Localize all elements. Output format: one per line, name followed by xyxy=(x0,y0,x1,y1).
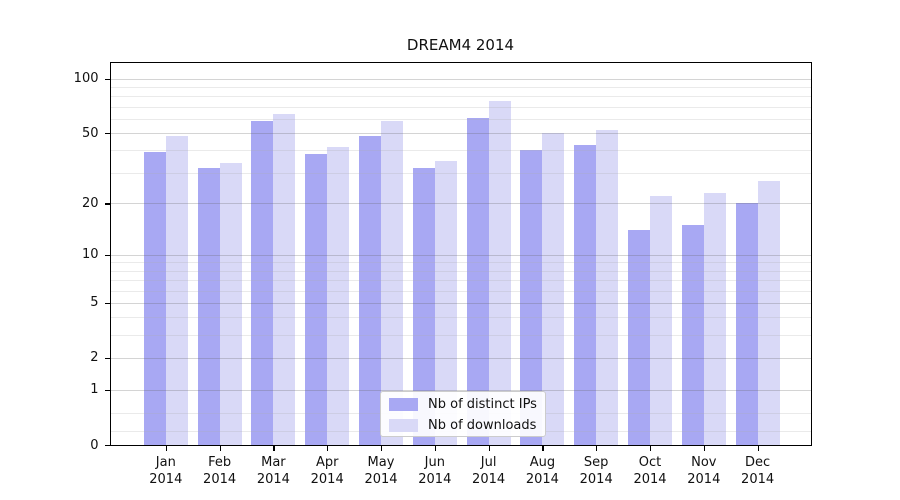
x-tick xyxy=(542,446,544,451)
x-tick-label-oct: Oct 2014 xyxy=(633,455,667,487)
x-tick-label-jan: Jan 2014 xyxy=(149,455,183,487)
x-tick-label-jul: Jul 2014 xyxy=(472,455,506,487)
y-tick xyxy=(104,203,111,205)
bar-downloads-apr xyxy=(327,146,350,445)
legend-entry-0: Nb of distinct IPs xyxy=(381,394,545,415)
minor-gridline xyxy=(110,150,811,152)
major-gridline xyxy=(110,389,811,391)
y-tick xyxy=(104,78,111,80)
y-tick-label-50: 50 xyxy=(81,125,99,141)
minor-gridline xyxy=(110,262,811,264)
legend: Nb of distinct IPs Nb of downloads xyxy=(380,391,546,437)
bar-distinct-ips-feb xyxy=(197,167,220,445)
bar-distinct-ips-jan xyxy=(143,152,166,445)
bar-distinct-ips-oct xyxy=(628,230,650,445)
y-tick xyxy=(104,302,111,304)
bar-distinct-ips-may xyxy=(359,136,381,445)
bar-downloads-nov xyxy=(703,192,726,445)
y-tick xyxy=(104,445,111,447)
y-tick xyxy=(104,389,111,392)
y-tick xyxy=(104,357,111,359)
minor-gridline xyxy=(110,334,811,336)
bar-distinct-ips-jun xyxy=(412,167,435,445)
bar-downloads-aug xyxy=(542,133,565,445)
bar-downloads-sep xyxy=(596,129,619,445)
x-tick xyxy=(650,446,652,451)
bar-downloads-may xyxy=(381,121,403,445)
bar-downloads-mar xyxy=(273,113,296,445)
bar-downloads-oct xyxy=(650,196,672,445)
major-gridline xyxy=(110,302,811,304)
bar-distinct-ips-nov xyxy=(681,224,704,445)
chart-title: DREAM4 2014 xyxy=(406,36,515,54)
y-tick-label-5: 5 xyxy=(90,295,99,311)
x-tick xyxy=(273,446,275,451)
x-tick xyxy=(703,446,705,451)
bar-downloads-feb xyxy=(219,162,242,445)
major-gridline xyxy=(110,254,811,256)
legend-entry-1: Nb of downloads xyxy=(381,415,545,436)
bar-distinct-ips-apr xyxy=(305,154,328,445)
x-tick-label-feb: Feb 2014 xyxy=(203,455,237,487)
bar-downloads-jan xyxy=(165,136,188,445)
x-tick xyxy=(434,446,436,451)
x-tick-label-mar: Mar 2014 xyxy=(256,455,290,487)
x-tick-label-sep: Sep 2014 xyxy=(579,455,613,487)
minor-gridline xyxy=(110,87,811,89)
bar-downloads-jun xyxy=(434,160,457,445)
minor-gridline xyxy=(110,317,811,319)
x-tick xyxy=(488,446,490,451)
legend-label-1: Nb of downloads xyxy=(428,418,537,433)
x-tick-label-nov: Nov 2014 xyxy=(687,455,721,487)
y-tick-label-100: 100 xyxy=(73,71,99,87)
minor-gridline xyxy=(110,279,811,281)
bar-distinct-ips-sep xyxy=(574,144,597,445)
minor-gridline xyxy=(110,172,811,174)
y-tick-label-2: 2 xyxy=(90,350,99,366)
bar-distinct-ips-mar xyxy=(251,121,274,445)
major-gridline xyxy=(110,78,811,80)
y-tick-label-10: 10 xyxy=(81,247,99,263)
legend-label-0: Nb of distinct IPs xyxy=(428,397,537,412)
y-tick xyxy=(104,254,111,256)
minor-gridline xyxy=(110,96,811,98)
x-tick xyxy=(757,446,759,451)
x-tick-label-may: May 2014 xyxy=(364,455,398,487)
major-gridline xyxy=(110,203,811,205)
x-tick xyxy=(327,446,329,451)
x-tick xyxy=(219,446,221,451)
y-tick-label-0: 0 xyxy=(90,437,99,453)
bar-distinct-ips-dec xyxy=(735,203,758,445)
bar-distinct-ips-aug xyxy=(520,150,543,445)
x-tick-label-jun: Jun 2014 xyxy=(418,455,452,487)
minor-gridline xyxy=(110,118,811,120)
x-tick xyxy=(165,446,167,451)
minor-gridline xyxy=(110,270,811,272)
legend-swatch-0 xyxy=(389,398,418,411)
minor-gridline xyxy=(110,106,811,108)
y-tick xyxy=(104,133,111,135)
minor-gridline xyxy=(110,290,811,292)
bar-distinct-ips-jul xyxy=(466,117,489,445)
x-tick xyxy=(596,446,598,451)
bar-downloads-dec xyxy=(757,180,780,445)
x-tick-label-apr: Apr 2014 xyxy=(310,455,344,487)
major-gridline xyxy=(110,133,811,134)
x-tick-label-dec: Dec 2014 xyxy=(741,455,775,487)
legend-swatch-1 xyxy=(389,419,418,432)
major-gridline xyxy=(110,357,811,359)
y-tick-label-1: 1 xyxy=(90,382,99,398)
x-tick-label-aug: Aug 2014 xyxy=(525,455,559,487)
y-tick-label-20: 20 xyxy=(81,195,99,211)
bar-downloads-jul xyxy=(488,101,511,445)
x-tick xyxy=(381,446,383,451)
